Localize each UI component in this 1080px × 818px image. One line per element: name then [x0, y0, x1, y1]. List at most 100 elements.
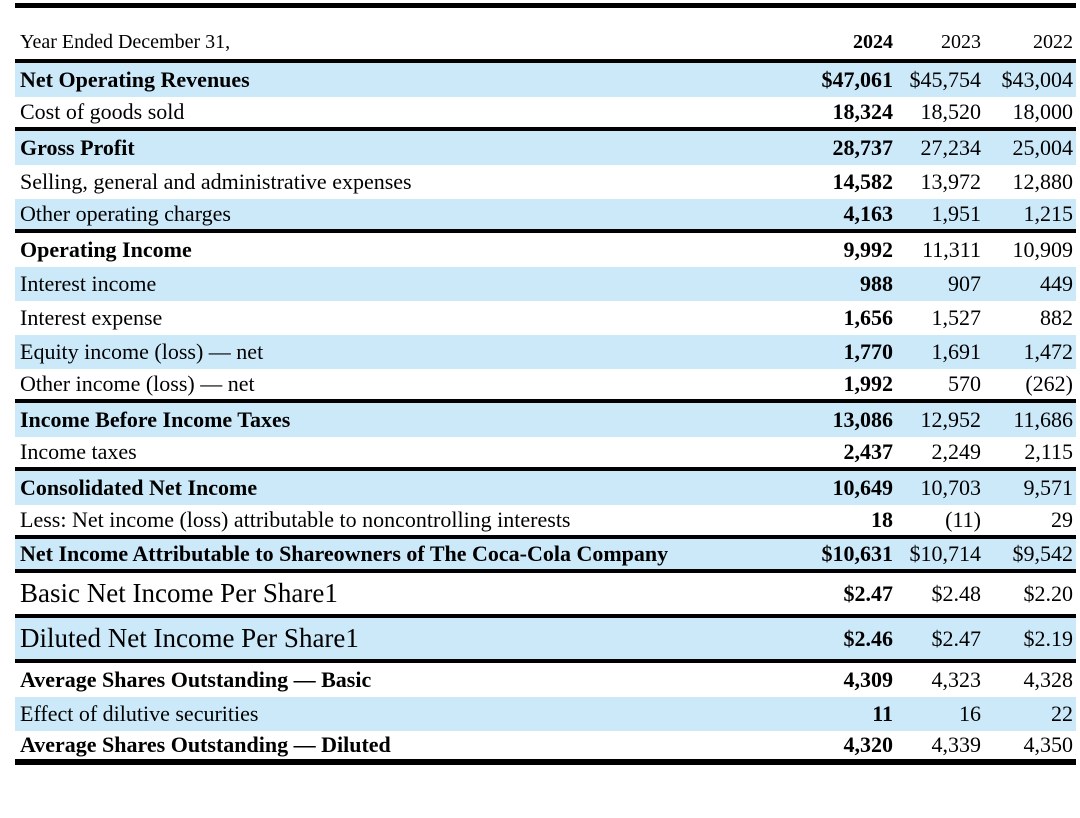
value-2023: 11,311: [922, 237, 981, 262]
value-2024: 18: [871, 507, 893, 532]
table-row-sga-expenses: Selling, general and administrative expe…: [15, 165, 1076, 199]
value-2023: 1,527: [931, 305, 982, 330]
row-label: Operating Income: [20, 237, 192, 262]
value-2022: 22: [1051, 701, 1073, 726]
header-year-2022: 2022: [1033, 31, 1073, 53]
value-2022: 9,571: [1023, 475, 1074, 500]
value-2023: 13,972: [920, 169, 982, 194]
value-2022: $2.19: [1023, 625, 1074, 651]
value-2024: 1,992: [843, 371, 894, 396]
value-2023: 907: [948, 271, 981, 296]
value-2023: 2,249: [931, 439, 982, 464]
value-2022: (262): [1025, 371, 1073, 396]
row-label: Cost of goods sold: [20, 99, 185, 124]
table-header-row: Year Ended December 31, 2024 2023 2022: [15, 8, 1076, 63]
table-row-other-income: Other income (loss) — net 1,992 570 (262…: [15, 369, 1076, 403]
table-row-average-shares-diluted: Average Shares Outstanding — Diluted 4,3…: [15, 731, 1076, 765]
row-label: Income taxes: [20, 439, 137, 464]
value-2024: 9,992: [843, 237, 894, 262]
value-2022: $2.20: [1023, 580, 1074, 606]
value-2024: 14,582: [832, 169, 894, 194]
header-year-2023: 2023: [941, 31, 981, 53]
table-row-income-taxes: Income taxes 2,437 2,249 2,115: [15, 437, 1076, 471]
value-2023: $10,714: [909, 541, 982, 566]
value-2024: 4,163: [843, 201, 894, 226]
value-2024: $10,631: [821, 541, 894, 566]
value-2023: 1,691: [931, 339, 982, 364]
value-2024: 18,324: [832, 99, 894, 124]
value-2022: 449: [1040, 271, 1073, 296]
value-2022: 4,350: [1023, 732, 1074, 757]
row-label: Income Before Income Taxes: [20, 407, 291, 432]
table-row-net-operating-revenues: Net Operating Revenues $47,061 $45,754 $…: [15, 63, 1076, 97]
value-2023: $2.48: [931, 580, 982, 606]
value-2022: $43,004: [1001, 67, 1074, 92]
value-2022: 11,686: [1013, 407, 1073, 432]
row-label: Effect of dilutive securities: [20, 701, 259, 726]
row-label: Equity income (loss) — net: [20, 339, 264, 364]
value-2022: 12,880: [1012, 169, 1074, 194]
value-2024: 11: [872, 701, 893, 726]
value-2022: 29: [1051, 507, 1073, 532]
value-2023: 570: [948, 371, 981, 396]
row-label: Basic Net Income Per Share1: [20, 578, 338, 608]
row-label: Net Income Attributable to Shareowners o…: [20, 541, 669, 566]
value-2022: 1,215: [1023, 201, 1074, 226]
table-row-average-shares-basic: Average Shares Outstanding — Basic 4,309…: [15, 663, 1076, 697]
value-2022: 18,000: [1012, 99, 1074, 124]
table-row-diluted-net-income-per-share: Diluted Net Income Per Share1 $2.46 $2.4…: [15, 618, 1076, 663]
value-2024: 10,649: [832, 475, 894, 500]
value-2023: (11): [945, 507, 981, 532]
table-row-income-before-income-taxes: Income Before Income Taxes 13,086 12,952…: [15, 403, 1076, 437]
value-2022: 882: [1040, 305, 1073, 330]
value-2022: 10,909: [1012, 237, 1074, 262]
value-2024: 4,320: [843, 732, 894, 757]
table-row-noncontrolling-interests: Less: Net income (loss) attributable to …: [15, 505, 1076, 539]
value-2024: 4,309: [843, 667, 894, 692]
table-row-gross-profit: Gross Profit 28,737 27,234 25,004: [15, 131, 1076, 165]
row-label: Less: Net income (loss) attributable to …: [20, 507, 571, 532]
row-label: Net Operating Revenues: [20, 67, 250, 92]
value-2023: 1,951: [931, 201, 982, 226]
value-2022: 1,472: [1023, 339, 1074, 364]
value-2023: 12,952: [920, 407, 982, 432]
row-label: Consolidated Net Income: [20, 475, 258, 500]
value-2024: $2.46: [843, 625, 894, 651]
row-label: Other operating charges: [20, 201, 231, 226]
table-row-interest-expense: Interest expense 1,656 1,527 882: [15, 301, 1076, 335]
value-2024: $47,061: [821, 67, 894, 92]
value-2023: 27,234: [920, 135, 982, 160]
table-row-other-operating-charges: Other operating charges 4,163 1,951 1,21…: [15, 199, 1076, 233]
value-2024: 13,086: [832, 407, 894, 432]
value-2023: $45,754: [909, 67, 982, 92]
value-2024: $2.47: [843, 580, 894, 606]
header-year-2024: 2024: [853, 31, 893, 53]
row-label: Average Shares Outstanding — Diluted: [20, 732, 391, 757]
value-2022: 25,004: [1012, 135, 1074, 160]
value-2023: 16: [959, 701, 981, 726]
table-row-cost-of-goods-sold: Cost of goods sold 18,324 18,520 18,000: [15, 97, 1076, 131]
value-2023: 10,703: [920, 475, 982, 500]
value-2023: 4,339: [931, 732, 982, 757]
value-2024: 1,770: [843, 339, 894, 364]
row-label: Gross Profit: [20, 135, 135, 160]
row-label: Interest income: [20, 271, 157, 296]
value-2023: 4,323: [931, 667, 982, 692]
value-2022: 4,328: [1023, 667, 1074, 692]
income-statement-table: Year Ended December 31, 2024 2023 2022 N…: [15, 3, 1076, 765]
table-row-basic-net-income-per-share: Basic Net Income Per Share1 $2.47 $2.48 …: [15, 573, 1076, 618]
row-label: Selling, general and administrative expe…: [20, 169, 412, 194]
row-label: Interest expense: [20, 305, 163, 330]
value-2023: 18,520: [920, 99, 982, 124]
table-row-equity-income: Equity income (loss) — net 1,770 1,691 1…: [15, 335, 1076, 369]
value-2024: 2,437: [843, 439, 894, 464]
table-row-consolidated-net-income: Consolidated Net Income 10,649 10,703 9,…: [15, 471, 1076, 505]
value-2022: $9,542: [1012, 541, 1074, 566]
table-row-operating-income: Operating Income 9,992 11,311 10,909: [15, 233, 1076, 267]
row-label: Other income (loss) — net: [20, 371, 255, 396]
header-label: Year Ended December 31,: [20, 31, 231, 53]
value-2024: 988: [860, 271, 893, 296]
table-row-interest-income: Interest income 988 907 449: [15, 267, 1076, 301]
value-2022: 2,115: [1024, 439, 1073, 464]
